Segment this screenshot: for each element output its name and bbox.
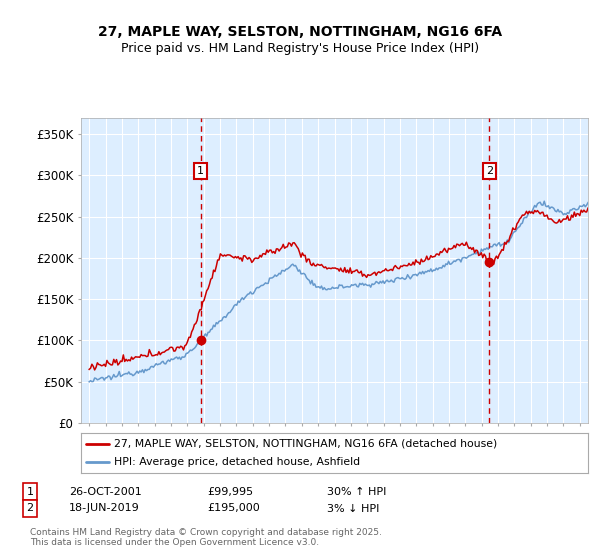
Text: 2: 2 (486, 166, 493, 176)
Text: HPI: Average price, detached house, Ashfield: HPI: Average price, detached house, Ashf… (114, 458, 360, 467)
Text: £195,000: £195,000 (207, 503, 260, 514)
Text: Contains HM Land Registry data © Crown copyright and database right 2025.
This d: Contains HM Land Registry data © Crown c… (30, 528, 382, 547)
Text: 2: 2 (26, 503, 34, 514)
Text: 18-JUN-2019: 18-JUN-2019 (69, 503, 140, 514)
Text: £99,995: £99,995 (207, 487, 253, 497)
Text: 30% ↑ HPI: 30% ↑ HPI (327, 487, 386, 497)
Text: Price paid vs. HM Land Registry's House Price Index (HPI): Price paid vs. HM Land Registry's House … (121, 42, 479, 55)
Text: 27, MAPLE WAY, SELSTON, NOTTINGHAM, NG16 6FA: 27, MAPLE WAY, SELSTON, NOTTINGHAM, NG16… (98, 25, 502, 39)
Text: 1: 1 (26, 487, 34, 497)
Text: 3% ↓ HPI: 3% ↓ HPI (327, 503, 379, 514)
Text: 27, MAPLE WAY, SELSTON, NOTTINGHAM, NG16 6FA (detached house): 27, MAPLE WAY, SELSTON, NOTTINGHAM, NG16… (114, 439, 497, 449)
Text: 1: 1 (197, 166, 204, 176)
Text: 26-OCT-2001: 26-OCT-2001 (69, 487, 142, 497)
